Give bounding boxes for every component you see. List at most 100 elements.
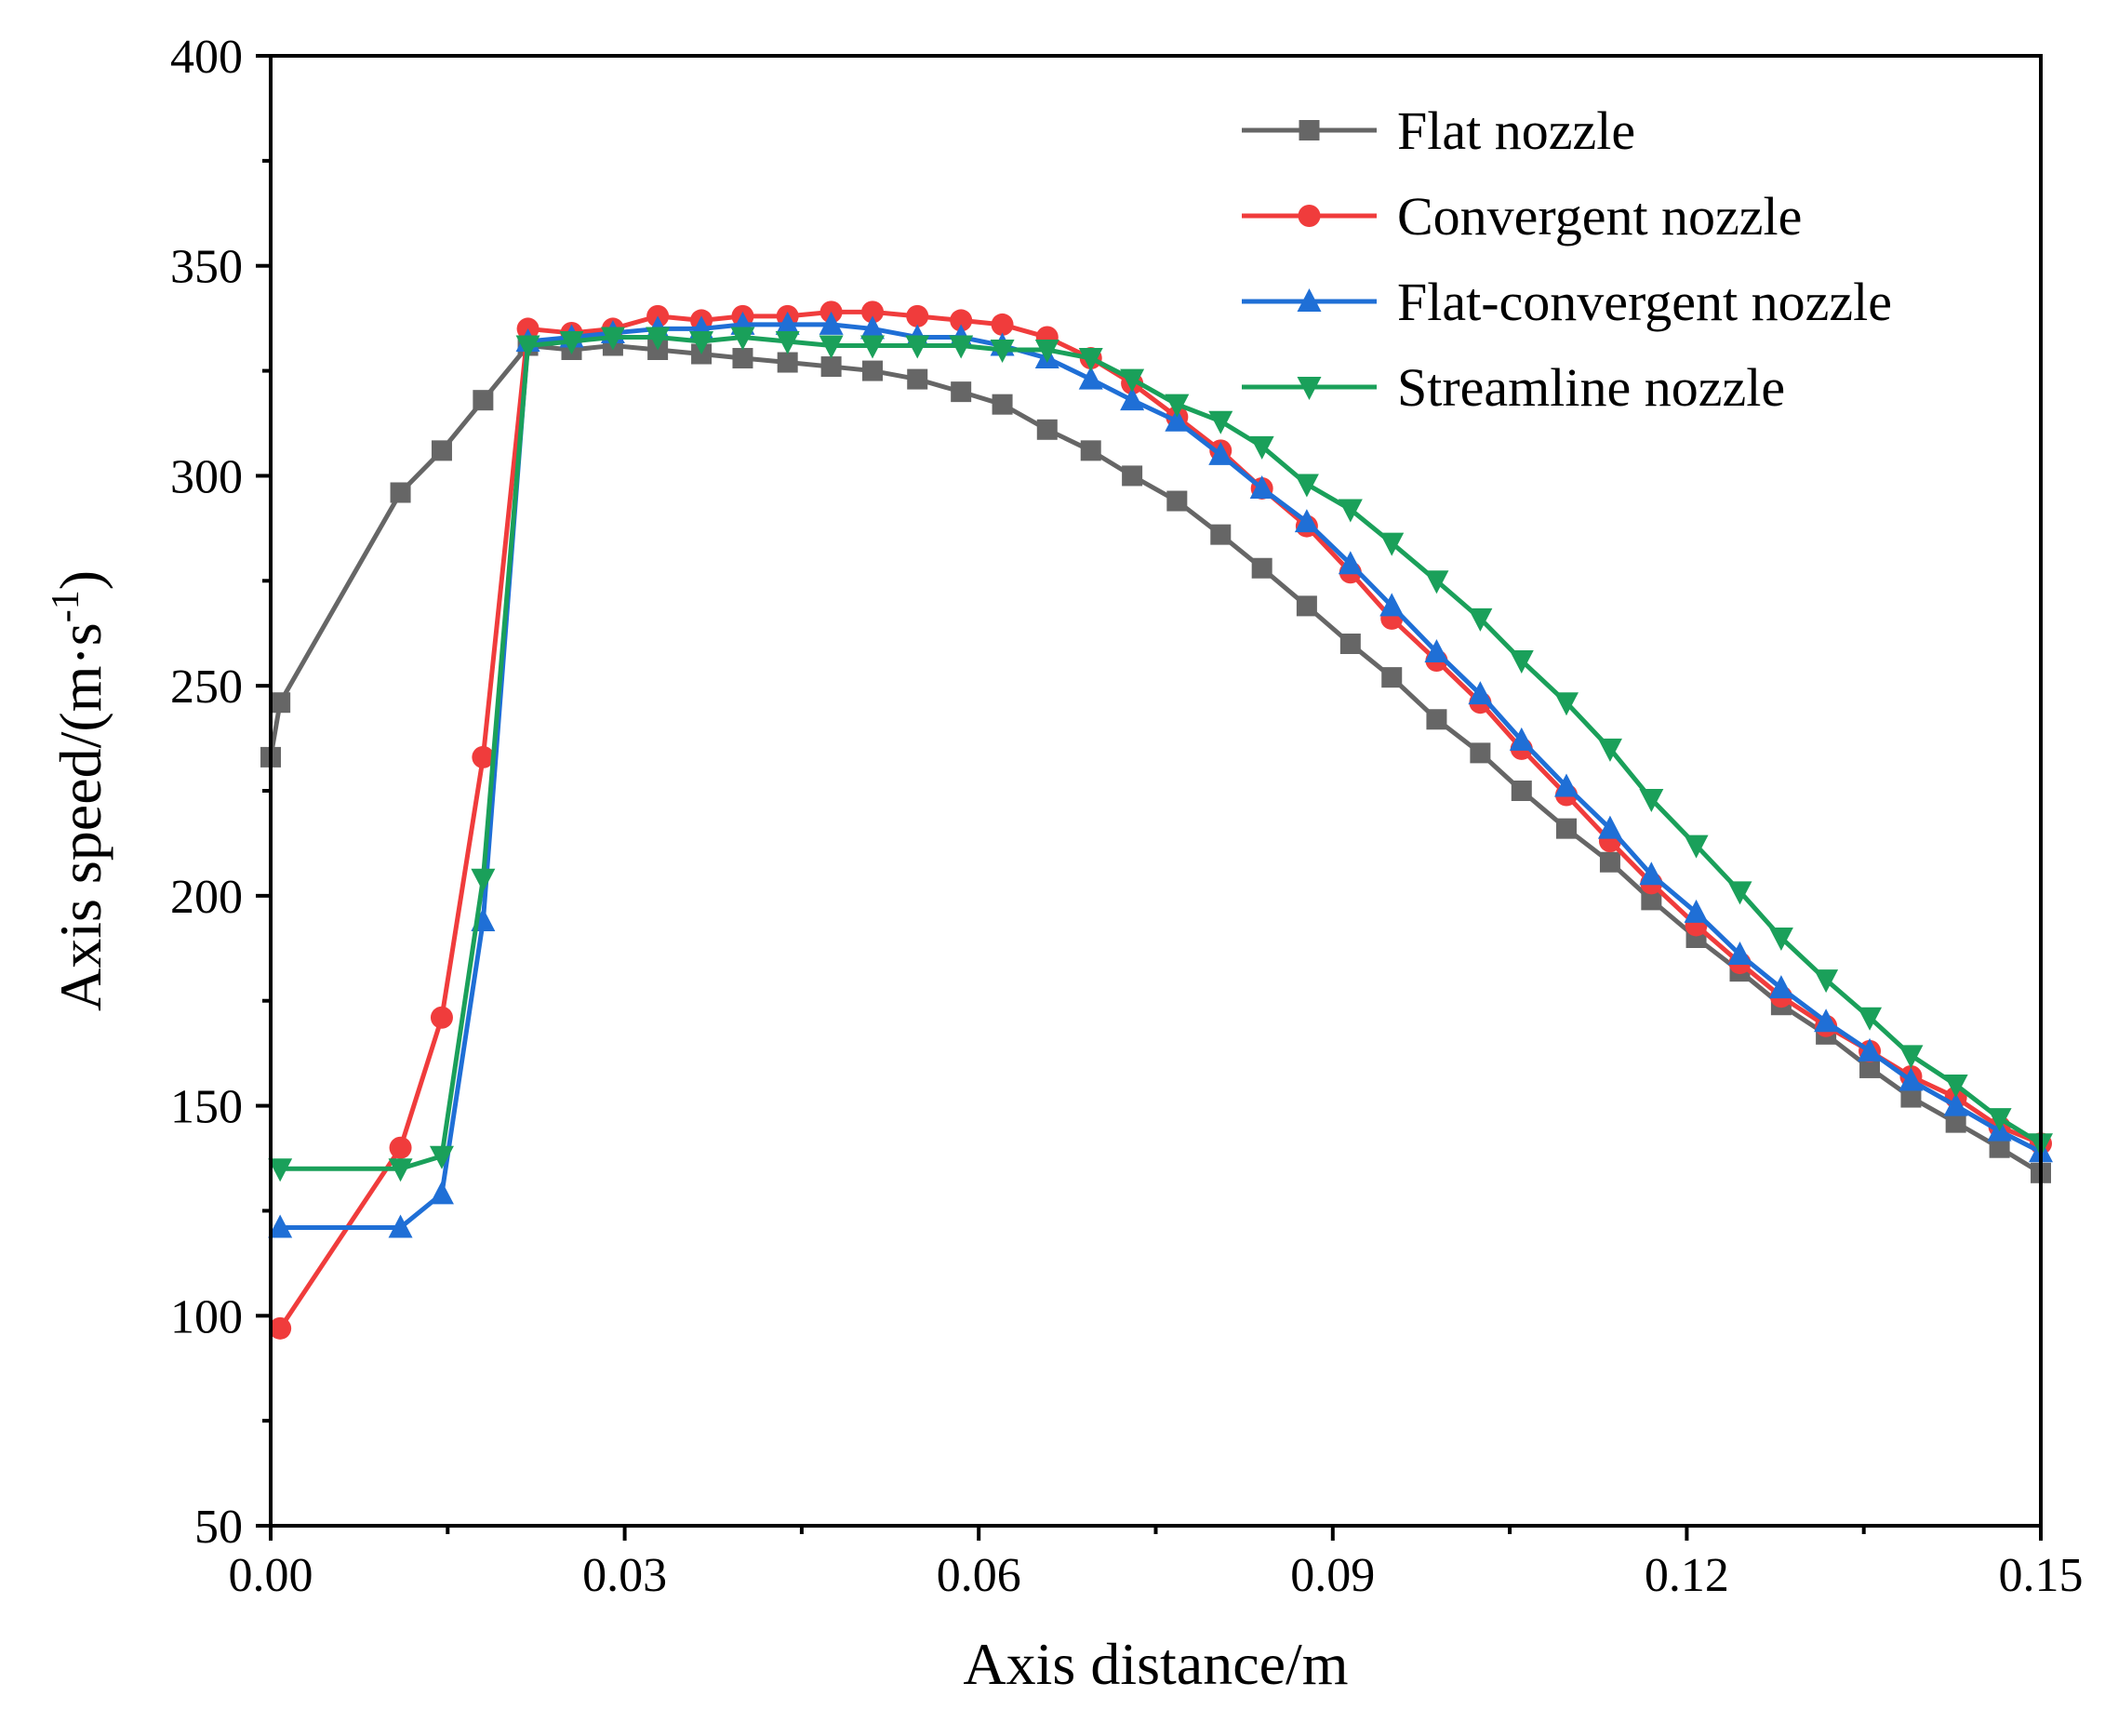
data-point bbox=[689, 330, 714, 354]
data-point bbox=[1296, 595, 1317, 617]
data-point bbox=[1294, 509, 1319, 533]
data-point bbox=[1339, 634, 1361, 654]
data-point bbox=[1338, 499, 1363, 523]
data-point bbox=[1641, 889, 1662, 911]
tick-layer: 0.00 0.03 0.06 0.09 0.12 0.15 50 100 150 200 250 30… bbox=[170, 31, 2084, 1602]
data-point bbox=[1509, 650, 1534, 674]
data-point bbox=[1034, 340, 1059, 363]
legend-label: Streamline nozzle bbox=[1397, 357, 1785, 418]
data-point bbox=[775, 330, 800, 354]
data-point bbox=[388, 1214, 413, 1238]
data-point bbox=[861, 300, 885, 324]
series-line bbox=[280, 322, 2043, 1230]
data-point bbox=[1859, 1057, 1881, 1078]
y-tick-label: 250 bbox=[170, 661, 243, 714]
data-point bbox=[906, 304, 929, 327]
legend-entry: Flat-convergent nozzle bbox=[1242, 272, 1892, 332]
data-point bbox=[600, 327, 625, 351]
data-point bbox=[473, 390, 494, 411]
legend-marker bbox=[1297, 288, 1322, 312]
data-point bbox=[907, 368, 928, 390]
data-point bbox=[860, 315, 886, 340]
data-point bbox=[1426, 709, 1447, 730]
y-axis-title-main: Axis speed/(m·s bbox=[47, 622, 113, 1011]
data-point bbox=[1120, 368, 1145, 393]
data-point bbox=[388, 1158, 413, 1182]
data-point bbox=[1553, 692, 1579, 716]
series-layer bbox=[260, 300, 2053, 1340]
data-point bbox=[949, 335, 974, 359]
data-point bbox=[1249, 435, 1274, 460]
series-3 bbox=[268, 327, 2053, 1182]
data-point bbox=[1684, 835, 1709, 859]
data-point bbox=[1684, 899, 1709, 923]
data-point bbox=[1768, 928, 1793, 951]
series-line bbox=[278, 309, 2042, 1330]
data-point bbox=[1814, 1008, 1839, 1033]
legend-label: Convergent nozzle bbox=[1397, 186, 1802, 247]
data-point bbox=[390, 482, 411, 503]
data-point bbox=[1251, 557, 1272, 579]
data-point bbox=[1078, 366, 1103, 390]
data-point bbox=[775, 311, 800, 335]
data-point bbox=[1208, 441, 1233, 465]
data-point bbox=[472, 745, 495, 768]
data-point bbox=[1208, 410, 1233, 434]
data-point bbox=[905, 335, 930, 359]
data-point bbox=[1166, 490, 1188, 512]
data-point bbox=[1424, 570, 1449, 594]
legend-marker bbox=[1299, 120, 1320, 140]
x-tick-label: 0.09 bbox=[1290, 1549, 1375, 1602]
data-point bbox=[1379, 532, 1405, 556]
y-axis-title-superscript: -1 bbox=[45, 590, 87, 622]
data-point bbox=[1509, 727, 1534, 751]
data-point bbox=[1338, 551, 1363, 575]
data-point bbox=[268, 1158, 293, 1182]
data-point bbox=[732, 348, 753, 369]
legend-entry: Convergent nozzle bbox=[1242, 186, 1802, 247]
legend-entry: Streamline nozzle bbox=[1242, 357, 1785, 418]
legend-marker bbox=[1297, 377, 1322, 400]
y-tick-label: 300 bbox=[170, 450, 243, 503]
data-point bbox=[819, 335, 844, 359]
data-point bbox=[862, 360, 884, 381]
data-point bbox=[559, 330, 584, 354]
data-point bbox=[990, 340, 1015, 363]
data-point bbox=[1898, 1067, 1924, 1091]
data-point bbox=[646, 327, 671, 351]
data-point bbox=[991, 313, 1014, 336]
data-point bbox=[1165, 394, 1190, 418]
data-point bbox=[1468, 608, 1493, 632]
y-tick-label: 400 bbox=[170, 31, 243, 84]
data-point bbox=[1470, 742, 1491, 764]
data-point bbox=[777, 352, 798, 373]
data-point bbox=[860, 335, 886, 359]
legend-marker bbox=[1298, 205, 1321, 227]
data-point bbox=[1943, 1092, 1968, 1116]
data-point bbox=[1814, 969, 1839, 994]
data-point bbox=[951, 381, 972, 403]
legend-label: Flat nozzle bbox=[1397, 100, 1635, 161]
x-tick-label: 0.15 bbox=[1999, 1549, 2084, 1602]
data-point bbox=[1036, 419, 1058, 440]
legend: Flat nozzle Convergent nozzle Flat-converg… bbox=[1242, 100, 1892, 418]
data-point bbox=[1165, 407, 1190, 432]
y-axis-title-close: ) bbox=[47, 570, 113, 590]
data-point bbox=[1858, 1037, 1883, 1062]
data-point bbox=[1900, 1087, 1922, 1108]
data-point bbox=[1424, 639, 1449, 663]
data-point bbox=[431, 440, 452, 461]
data-point bbox=[1898, 1045, 1924, 1069]
x-tick-label: 0.03 bbox=[582, 1549, 667, 1602]
x-axis-title: Axis distance/m bbox=[963, 1631, 1348, 1697]
y-tick-label: 50 bbox=[194, 1501, 243, 1554]
data-point bbox=[1078, 348, 1103, 372]
data-point bbox=[269, 1316, 292, 1340]
data-point bbox=[1989, 1137, 2010, 1158]
y-axis-title: Axis speed/(m·s-1) bbox=[45, 570, 113, 1011]
data-point bbox=[429, 1145, 454, 1169]
data-point bbox=[1727, 881, 1752, 905]
data-point bbox=[1945, 1112, 1966, 1133]
data-point bbox=[730, 327, 755, 351]
